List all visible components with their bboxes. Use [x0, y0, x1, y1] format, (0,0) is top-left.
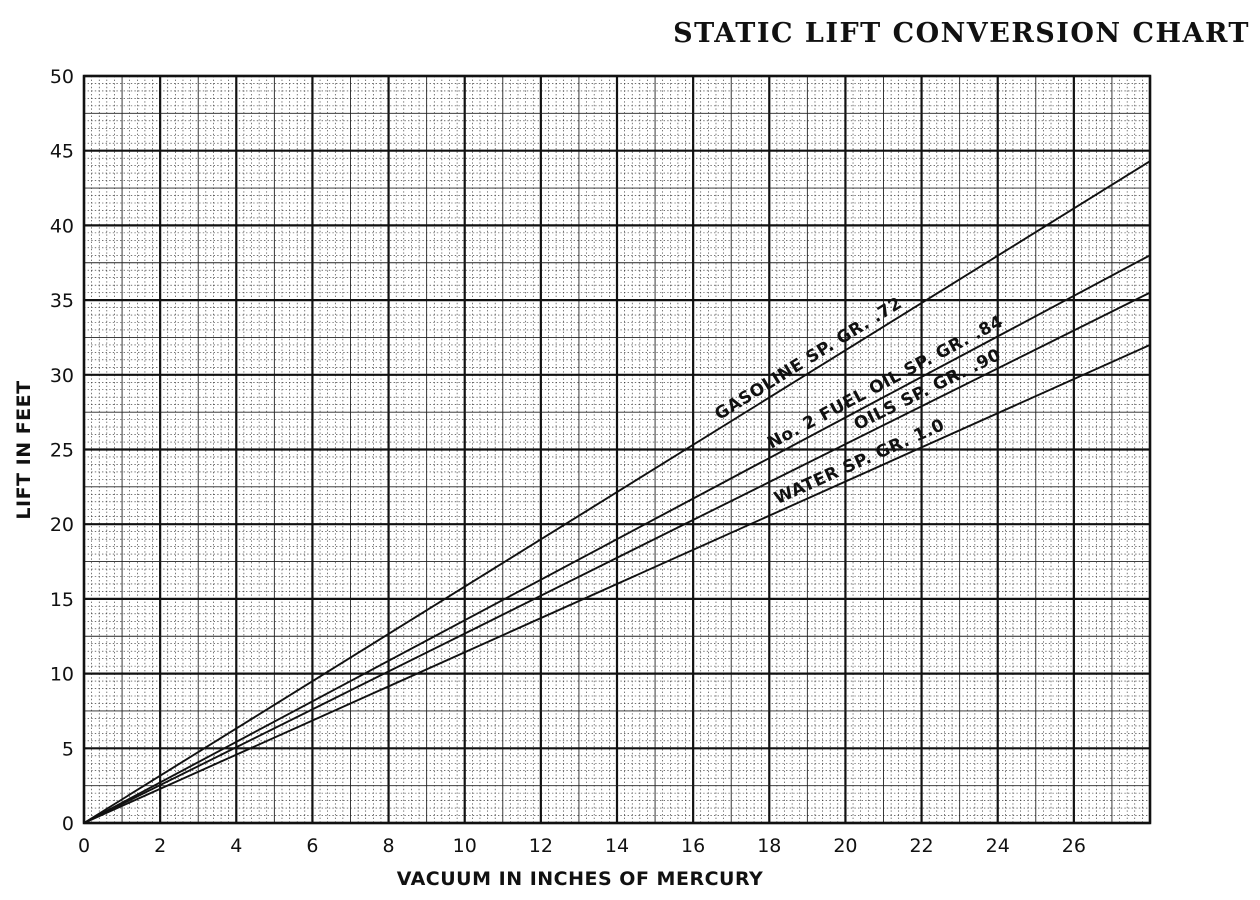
plot-frame: [82, 74, 1152, 825]
x-tick-label: 24: [986, 835, 1010, 857]
y-tick-label: 0: [62, 813, 74, 835]
y-tick-label: 25: [50, 440, 74, 462]
series-line: [83, 254, 1151, 824]
y-tick-label: 30: [50, 365, 74, 387]
y-tick-label: 35: [50, 290, 74, 312]
x-tick-label: 2: [154, 835, 166, 857]
chart-title: STATIC LIFT CONVERSION CHART: [673, 18, 1250, 49]
y-axis-label: LIFT IN FEET: [13, 380, 35, 519]
y-tick-label: 45: [50, 141, 74, 163]
y-tick-label: 5: [62, 738, 74, 760]
y-tick-label: 15: [50, 589, 74, 611]
x-tick-label: 18: [757, 835, 781, 857]
x-tick-label: 26: [1062, 835, 1086, 857]
x-tick-label: 8: [383, 835, 395, 857]
y-tick-label: 20: [50, 514, 74, 536]
x-tick-label: 4: [230, 835, 242, 857]
x-tick-label: 0: [78, 835, 90, 857]
y-tick-label: 10: [50, 664, 74, 686]
y-tick-label: 40: [50, 215, 74, 237]
series-line: [83, 160, 1151, 824]
series-line: [83, 291, 1151, 824]
series-line: [83, 344, 1151, 824]
x-tick-label: 16: [681, 835, 705, 857]
y-tick-label: 50: [50, 66, 74, 88]
x-tick-label: 14: [605, 835, 629, 857]
chart-grid: [82, 74, 1152, 825]
x-tick-label: 10: [453, 835, 477, 857]
x-axis-ticks: 0 2 4 6 8 10 12 14 16 18 20 22 24 26: [78, 835, 1086, 857]
x-tick-label: 22: [909, 835, 933, 857]
y-axis-ticks: 0 5 10 15 20 25 30 35 40 45 50: [50, 66, 74, 835]
x-axis-label: VACUUM IN INCHES OF MERCURY: [397, 868, 764, 890]
x-tick-label: 20: [833, 835, 857, 857]
x-tick-label: 12: [529, 835, 553, 857]
x-tick-label: 6: [306, 835, 318, 857]
